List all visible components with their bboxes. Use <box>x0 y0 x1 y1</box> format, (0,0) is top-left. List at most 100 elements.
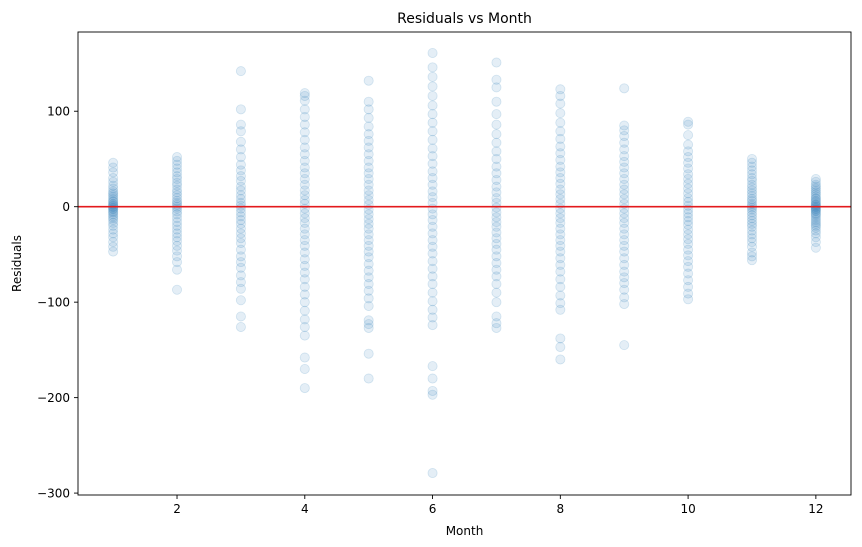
data-point <box>619 194 630 205</box>
data-point <box>491 216 502 227</box>
data-point <box>235 159 246 170</box>
data-point <box>683 139 694 150</box>
data-point <box>810 202 821 213</box>
data-point <box>363 142 374 153</box>
data-point <box>427 248 438 259</box>
data-point <box>108 162 119 173</box>
data-point <box>108 200 119 211</box>
data-point <box>683 238 694 249</box>
data-point <box>363 300 374 311</box>
data-point <box>619 131 630 142</box>
data-point <box>555 167 566 178</box>
data-point <box>235 311 246 322</box>
data-point <box>555 259 566 270</box>
data-point <box>235 283 246 294</box>
data-point <box>235 175 246 186</box>
data-point <box>683 152 694 163</box>
data-point <box>619 120 630 131</box>
data-point <box>108 220 119 231</box>
data-point <box>108 207 119 218</box>
data-point <box>491 227 502 238</box>
data-point <box>299 213 310 224</box>
data-point <box>299 235 310 246</box>
data-point <box>108 246 119 257</box>
data-point <box>746 225 757 236</box>
data-point <box>235 270 246 281</box>
data-point <box>555 281 566 292</box>
data-point <box>108 157 119 168</box>
data-point <box>491 129 502 140</box>
data-point <box>363 229 374 240</box>
data-point <box>810 216 821 227</box>
data-point <box>363 272 374 283</box>
x-tick-label: 8 <box>557 502 565 516</box>
data-point <box>108 188 119 199</box>
data-point <box>108 202 119 213</box>
data-point <box>683 212 694 223</box>
data-point <box>555 208 566 219</box>
data-point <box>108 173 119 184</box>
data-point <box>683 169 694 180</box>
data-point <box>427 81 438 92</box>
data-point <box>172 190 183 201</box>
data-point <box>363 195 374 206</box>
data-point <box>235 126 246 137</box>
data-point <box>363 121 374 132</box>
data-point <box>555 141 566 152</box>
data-point <box>172 213 183 224</box>
data-point <box>299 352 310 363</box>
data-point <box>491 153 502 164</box>
data-point <box>810 185 821 196</box>
data-point <box>619 278 630 289</box>
data-point <box>363 240 374 251</box>
data-point <box>491 287 502 298</box>
x-tick-label: 10 <box>680 502 695 516</box>
data-point <box>491 82 502 93</box>
data-point <box>555 194 566 205</box>
data-point <box>619 253 630 264</box>
data-point <box>235 190 246 201</box>
data-point <box>555 178 566 189</box>
data-point <box>683 157 694 168</box>
data-point <box>683 256 694 267</box>
data-point <box>746 194 757 205</box>
data-point <box>746 182 757 193</box>
data-point <box>810 174 821 185</box>
data-point <box>683 229 694 240</box>
data-point <box>555 173 566 184</box>
data-point <box>299 254 310 265</box>
data-point <box>235 321 246 332</box>
data-point <box>363 218 374 229</box>
data-point <box>427 241 438 252</box>
data-point <box>299 274 310 285</box>
data-point <box>491 244 502 255</box>
data-point <box>427 192 438 203</box>
data-point <box>746 229 757 240</box>
data-point <box>746 213 757 224</box>
data-point <box>235 200 246 211</box>
data-point <box>172 152 183 163</box>
data-point <box>555 184 566 195</box>
data-point <box>172 209 183 220</box>
data-point <box>683 224 694 235</box>
data-point <box>491 207 502 218</box>
data-point <box>810 242 821 253</box>
data-point <box>299 179 310 190</box>
data-point <box>363 279 374 290</box>
data-point <box>683 281 694 292</box>
data-point <box>172 195 183 206</box>
data-point <box>172 159 183 170</box>
data-point <box>555 217 566 228</box>
data-point <box>172 224 183 235</box>
data-point <box>555 148 566 159</box>
data-point <box>108 215 119 226</box>
x-axis: 2 4 6 8 10 12 <box>173 495 824 516</box>
data-point <box>683 216 694 227</box>
data-point <box>555 298 566 309</box>
data-point <box>491 96 502 107</box>
data-point <box>363 293 374 304</box>
data-point <box>108 241 119 252</box>
data-point <box>683 268 694 279</box>
data-point <box>491 318 502 329</box>
